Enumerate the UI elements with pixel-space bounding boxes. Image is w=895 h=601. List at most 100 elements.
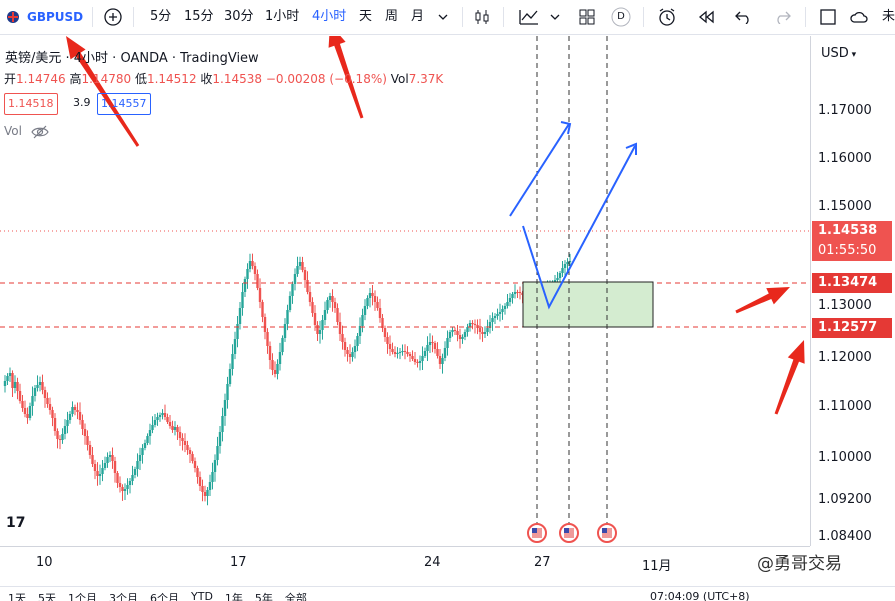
layout-grid-icon[interactable]	[576, 0, 598, 34]
indicators-icon[interactable]	[516, 0, 542, 34]
interval-15m-button[interactable]: 15分	[184, 9, 214, 24]
annotation-arrow-symbol	[66, 36, 140, 147]
candle-body	[348, 354, 352, 357]
candle-body	[506, 302, 509, 306]
price-chart[interactable]	[0, 36, 810, 546]
sell-price-button[interactable]: 1.14518	[4, 93, 58, 115]
candle-body	[401, 351, 404, 352]
candle-body	[461, 337, 464, 339]
volume-indicator-label: Vol	[4, 124, 22, 138]
candle-body	[496, 314, 499, 316]
time-tick: 24	[424, 555, 441, 570]
price-tick: 1.10000	[818, 450, 872, 465]
range-5d-button[interactable]: 5天	[38, 592, 56, 601]
interval-week-button[interactable]: 周	[385, 9, 399, 24]
candle-body	[121, 487, 124, 491]
candle-body	[281, 338, 284, 352]
cloud-icon[interactable]	[848, 0, 870, 34]
candle-body	[63, 426, 67, 434]
candle-body	[23, 408, 27, 414]
candle-body	[398, 352, 402, 353]
candle-body	[13, 382, 17, 388]
compare-add-icon[interactable]	[102, 0, 124, 34]
candle-body	[396, 353, 399, 354]
candle-body	[113, 461, 117, 473]
ohlc-legend: 开1.14746 高1.14780 低1.14512 收1.14538 −0.0…	[4, 72, 444, 86]
candle-body	[473, 324, 477, 325]
candle-body	[56, 431, 59, 439]
candle-body	[358, 326, 362, 336]
symbol-search-button[interactable]: GBPUSD	[27, 10, 84, 24]
interval-month-button[interactable]: 月	[411, 9, 425, 24]
candle-body	[381, 318, 384, 328]
candle-body	[436, 349, 439, 356]
candle-body	[41, 382, 44, 390]
range-1d-button[interactable]: 1天	[8, 592, 26, 601]
currency-selector[interactable]: USD ▾	[821, 46, 857, 61]
candles-icon[interactable]	[471, 0, 493, 34]
candle-body	[201, 486, 204, 492]
time-axis[interactable]	[0, 546, 810, 583]
candle-body	[161, 413, 164, 415]
projection-arrowhead-1	[560, 121, 572, 135]
candle-body	[108, 455, 112, 457]
candle-body	[351, 352, 354, 357]
chevron-down-icon[interactable]	[436, 0, 450, 34]
candle-body	[393, 352, 397, 354]
candle-body	[233, 339, 237, 354]
chevron-down-icon[interactable]	[548, 0, 562, 34]
fullscreen-icon[interactable]	[817, 0, 839, 34]
candle-body	[133, 469, 137, 475]
range-all-button[interactable]: 全部	[284, 592, 307, 601]
candle-body	[298, 262, 302, 266]
range-1m-button[interactable]: 1个月	[68, 592, 97, 601]
candle-body	[116, 473, 119, 483]
candle-body	[3, 381, 7, 386]
range-3m-button[interactable]: 3个月	[109, 592, 138, 601]
bar-countdown: 01:55:50	[812, 241, 892, 261]
candle-body	[421, 356, 424, 361]
replay-icon[interactable]	[695, 0, 717, 34]
candle-body	[296, 266, 299, 274]
alert-clock-icon[interactable]	[655, 0, 679, 34]
candle-body	[493, 316, 497, 318]
candle-body	[331, 296, 334, 302]
range-ytd-button[interactable]: YTD	[191, 590, 213, 601]
redo-icon[interactable]	[771, 0, 793, 34]
interval-5m-button[interactable]: 5分	[150, 9, 172, 24]
candle-body	[48, 404, 52, 410]
candle-body	[118, 483, 122, 487]
interval-day-button[interactable]: 天	[359, 9, 373, 24]
current-price-badge: 1.14538	[812, 221, 892, 241]
spread-value: 3.9	[73, 96, 91, 109]
range-6m-button[interactable]: 6个月	[150, 592, 179, 601]
candle-body	[181, 438, 184, 441]
undo-icon[interactable]	[733, 0, 755, 34]
range-1y-button[interactable]: 1年	[224, 592, 243, 601]
clock-display[interactable]: 07:04:09 (UTC+8)	[650, 590, 750, 601]
candle-body	[563, 264, 567, 268]
toolbar-truncated-label[interactable]: 未	[882, 9, 895, 24]
interval-30m-button[interactable]: 30分	[224, 9, 254, 24]
d-badge[interactable]: D	[610, 0, 632, 34]
interval-4h-button[interactable]: 4小时	[312, 9, 347, 24]
candle-body	[66, 420, 69, 426]
candle-body	[126, 485, 129, 489]
candle-body	[293, 274, 297, 284]
candle-body	[186, 445, 189, 450]
candle-body	[566, 262, 569, 264]
candle-body	[471, 323, 474, 324]
range-5y-button[interactable]: 5年	[254, 592, 273, 601]
candle-body	[43, 390, 47, 398]
candle-body	[183, 441, 187, 445]
interval-1h-button[interactable]: 1小时	[265, 9, 300, 24]
buy-price-button[interactable]: 1.14557	[97, 93, 151, 115]
level-label-lower: 1.12577	[812, 318, 892, 338]
candle-body	[338, 322, 342, 334]
candle-body	[231, 354, 234, 369]
eye-hidden-icon[interactable]	[31, 124, 49, 143]
tradingview-logo[interactable]: 17	[6, 515, 26, 531]
candle-body	[83, 429, 87, 436]
candle-body	[138, 455, 142, 461]
candle-body	[448, 332, 452, 338]
